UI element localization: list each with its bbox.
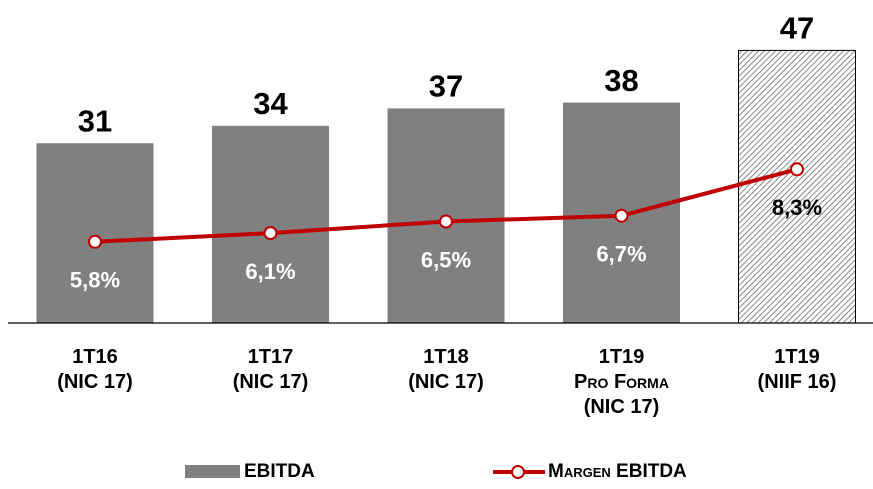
legend: EBITDA Margen EBITDA <box>185 461 687 482</box>
margin-marker <box>263 226 278 241</box>
margin-value-label: 6,1% <box>245 259 295 284</box>
margin-value-label: 8,3% <box>772 195 822 220</box>
x-tick-label: 1T17 (NIC 17) <box>233 346 309 393</box>
margin-value-label: 6,7% <box>596 242 646 267</box>
margin-marker <box>439 214 453 229</box>
legend-swatch <box>185 465 240 478</box>
x-tick-label: 1T18 (NIC 17) <box>408 346 484 393</box>
bar-value-label: 34 <box>253 86 288 121</box>
margin-value-label: 5,8% <box>70 268 120 293</box>
bar-value-label: 38 <box>604 63 638 98</box>
legend-label: Margen EBITDA <box>548 461 687 482</box>
legend-label: EBITDA <box>244 461 315 482</box>
margin-value-label: 6,5% <box>421 247 471 272</box>
bar <box>212 125 329 323</box>
margin-marker <box>790 162 804 177</box>
bar <box>738 49 856 324</box>
bar <box>36 143 154 323</box>
bar-value-label: 37 <box>429 69 463 104</box>
margin-marker <box>88 234 102 249</box>
x-tick-label: 1T19 (NIIF 16) <box>758 346 837 393</box>
x-tick-label: 1T19 Pro Forma (NIC 17) <box>574 346 669 418</box>
x-tick-label: 1T16 (NIC 17) <box>57 346 133 393</box>
bar-value-label: 31 <box>78 103 112 138</box>
legend-marker <box>511 465 525 479</box>
margin-marker <box>614 208 629 223</box>
bar-value-label: 47 <box>780 11 814 46</box>
